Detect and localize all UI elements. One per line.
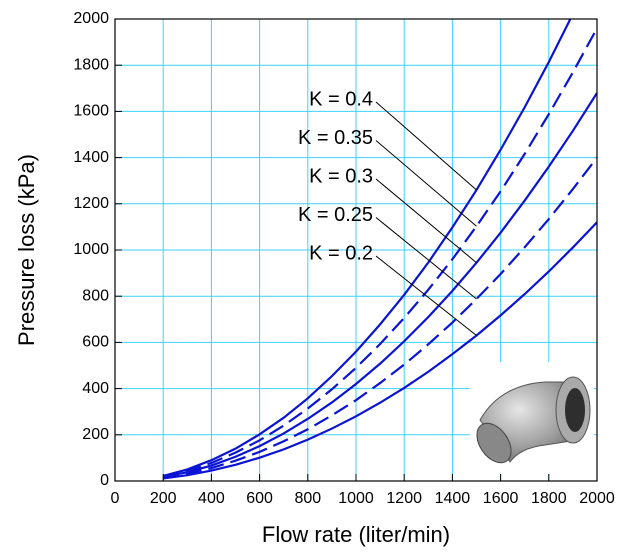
series-label: K = 0.35 — [298, 127, 373, 149]
x-tick-label: 800 — [294, 490, 321, 507]
x-tick-label: 1200 — [386, 490, 422, 507]
series-label: K = 0.3 — [309, 165, 373, 187]
leader-line — [375, 255, 477, 336]
leader-line — [375, 217, 477, 300]
x-tick-label: 200 — [150, 490, 177, 507]
y-tick-label: 1200 — [73, 195, 109, 212]
series-line — [162, 27, 597, 478]
leader-line — [375, 101, 477, 191]
y-tick-label: 400 — [82, 380, 109, 397]
x-axis-label: Flow rate (liter/min) — [262, 522, 450, 547]
pipe-fitting-image — [470, 362, 594, 474]
y-tick-label: 800 — [82, 287, 109, 304]
series-line — [162, 92, 597, 479]
y-tick-label: 1800 — [73, 56, 109, 73]
y-tick-label: 0 — [100, 472, 109, 489]
y-tick-label: 200 — [82, 426, 109, 443]
series-line — [162, 19, 572, 477]
curves — [162, 19, 597, 480]
x-tick-label: 1600 — [483, 490, 519, 507]
leader-line — [375, 178, 477, 264]
leader-line — [375, 140, 477, 227]
axes: 0 200 400 600 800 1000 1200 1400 1600 1800 2000 0 20… — [73, 10, 614, 507]
y-tick-label: 1000 — [73, 241, 109, 258]
series-label: K = 0.2 — [309, 242, 373, 264]
y-tick-label: 2000 — [73, 10, 109, 27]
y-axis-label: Pressure loss (kPa) — [14, 154, 39, 346]
series-label: K = 0.4 — [309, 88, 373, 110]
x-tick-label: 600 — [246, 490, 273, 507]
x-tick-label: 1400 — [435, 490, 471, 507]
y-tick-label: 600 — [82, 334, 109, 351]
x-tick-label: 1800 — [531, 490, 567, 507]
x-tick-label: 2000 — [579, 490, 615, 507]
x-tick-label: 0 — [111, 490, 120, 507]
x-tick-label: 400 — [198, 490, 225, 507]
series-line — [163, 221, 597, 480]
y-tick-label: 1400 — [73, 149, 109, 166]
series-label: K = 0.25 — [298, 204, 373, 226]
series-line — [163, 156, 597, 479]
x-tick-label: 1000 — [338, 490, 374, 507]
y-tick-label: 1600 — [73, 103, 109, 120]
